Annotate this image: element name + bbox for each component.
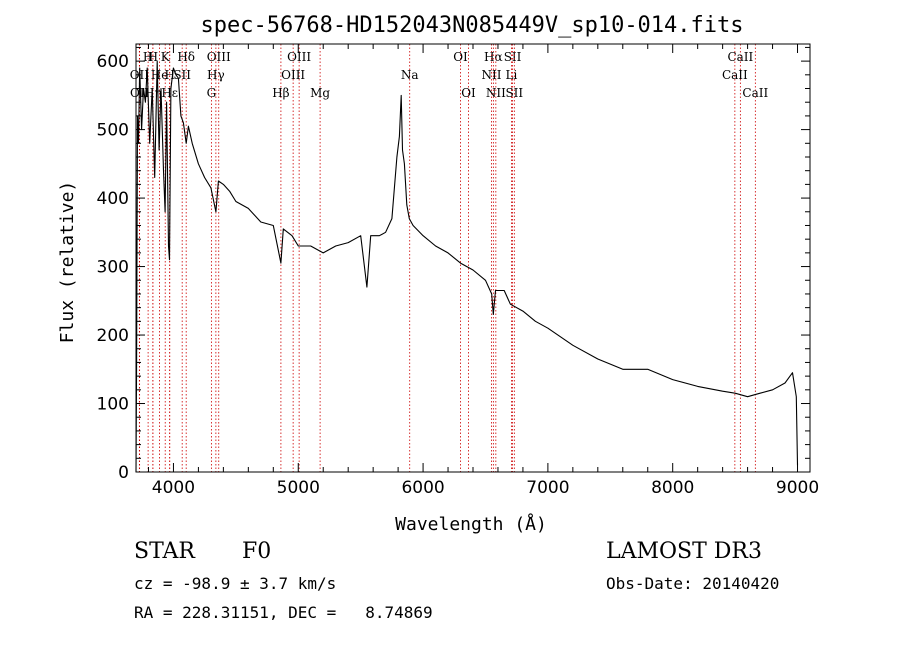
y-tick-label-3: 300 — [97, 258, 129, 278]
marker-label-18: Li — [506, 68, 518, 82]
marker-label-24: Hβ — [272, 86, 289, 100]
y-tick-label-6: 600 — [97, 52, 129, 72]
marker-label-14: Hγ — [207, 68, 225, 82]
marker-label-19: CaII — [722, 68, 748, 82]
spectrum-series — [135, 60, 799, 473]
marker-label-29: CaII — [742, 86, 768, 100]
x-tick-label-0: 4000 — [152, 478, 195, 498]
marker-label-25: Mg — [310, 86, 330, 100]
marker-label-11: He — [151, 68, 169, 82]
marker-label-26: OI — [461, 86, 476, 100]
x-tick-label-4: 8000 — [651, 478, 694, 498]
marker-label-17: NII — [481, 68, 501, 82]
object-class: STAR — [134, 539, 195, 564]
marker-label-7: Hα — [484, 50, 503, 64]
redshift-readout: cz = -98.9 ± 3.7 km/s — [134, 574, 337, 593]
coordinates-readout: RA = 228.31151, DEC = 8.74869 — [134, 603, 433, 622]
subclass: F0 — [242, 539, 272, 564]
y-tick-label-5: 500 — [97, 121, 129, 141]
chart-title: spec-56768-HD152043N085449V_sp10-014.fit… — [200, 13, 743, 38]
x-tick-label-2: 6000 — [401, 478, 444, 498]
marker-label-22: Hε — [161, 86, 178, 100]
marker-label-15: OIII — [281, 68, 305, 82]
emission-line-markers: HHKHδOIIIOIIIOIHαSIICaIIOIIHeHSIIHγOIIIN… — [130, 44, 768, 472]
x-tick-label-3: 7000 — [526, 478, 569, 498]
y-tick-label-0: 0 — [118, 463, 129, 483]
marker-label-5: OIII — [287, 50, 311, 64]
marker-label-27: NII — [486, 86, 506, 100]
observation-date: Obs-Date: 20140420 — [606, 574, 780, 593]
marker-label-16: Na — [401, 68, 419, 82]
survey-name: LAMOST DR3 — [606, 539, 762, 564]
marker-label-12: H — [164, 68, 174, 82]
marker-label-3: Hδ — [177, 50, 195, 64]
plot-frame — [135, 43, 811, 473]
marker-label-9: CaII — [727, 50, 753, 64]
marker-label-1: H — [148, 50, 158, 64]
y-tick-label-4: 400 — [97, 189, 129, 209]
marker-label-0: H — [143, 50, 153, 64]
marker-label-2: K — [161, 50, 171, 64]
marker-label-8: SII — [504, 50, 522, 64]
series-line-0 — [135, 60, 799, 473]
marker-label-28: SII — [505, 86, 523, 100]
x-tick-label-5: 9000 — [776, 478, 819, 498]
y-axis-label: Flux (relative) — [57, 181, 78, 344]
marker-label-13: SII — [173, 68, 191, 82]
y-tick-label-1: 100 — [97, 395, 129, 415]
marker-label-23: G — [207, 86, 217, 100]
y-tick-label-2: 200 — [97, 326, 129, 346]
axes: 4000 5000 6000 7000 8000 9000 0 100 200 300 400 500… — [97, 44, 819, 498]
marker-label-4: OIII — [207, 50, 231, 64]
marker-label-6: OI — [453, 50, 468, 64]
x-tick-label-1: 5000 — [277, 478, 320, 498]
x-axis-label: Wavelength (Å) — [395, 513, 547, 535]
